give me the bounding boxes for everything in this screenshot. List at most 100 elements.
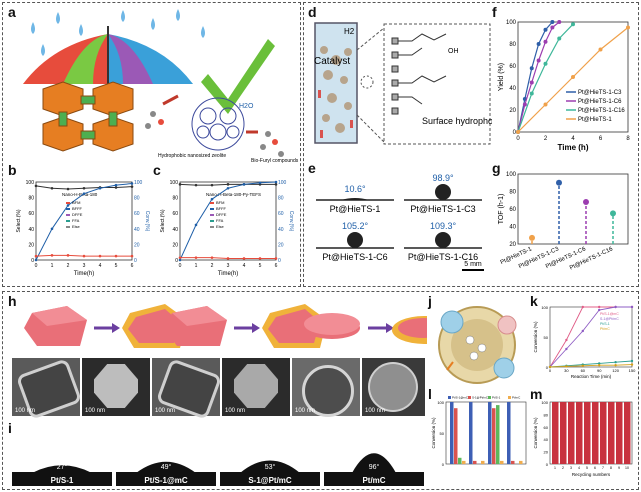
bar [592, 402, 599, 464]
y-tick-label: 50 [440, 431, 445, 436]
data-point [565, 365, 568, 368]
contact-angle-value: 96° [369, 463, 380, 471]
water-drop [435, 184, 451, 200]
y-tick-label: 0 [442, 462, 445, 467]
data-point [274, 183, 278, 186]
y2-tick-label: 0 [134, 258, 137, 264]
data-point [178, 183, 182, 186]
x-tick-label: 0 [549, 368, 552, 373]
legend-label: BFFF [72, 206, 83, 211]
y-tick-label: 60 [509, 64, 516, 70]
y-axis-label: Conversion (%) [533, 417, 538, 449]
plot-frame [549, 401, 633, 465]
tem-image: 100 nm [292, 358, 360, 417]
label-c: c [153, 162, 161, 178]
data-point [529, 234, 535, 241]
sample-name: Pt/mC [362, 476, 385, 485]
data-point [50, 227, 54, 231]
water-drop [341, 198, 369, 200]
catalyst-particles [320, 46, 352, 133]
bar [584, 402, 591, 464]
data-point [565, 347, 568, 351]
data-point [598, 364, 601, 367]
y-tick-label: 100 [26, 180, 35, 186]
legend-label: Pt@HieTS-1-C16 [578, 108, 625, 114]
label-d: d [308, 4, 317, 20]
x-tick-label: 0 [179, 263, 182, 269]
plot-frame [445, 401, 527, 465]
y2-tick-label: 60 [134, 211, 140, 217]
data-point [557, 20, 562, 24]
y-tick-label: 0 [546, 462, 549, 467]
bar [576, 402, 583, 464]
data-point [598, 305, 601, 309]
chart-title: Nano-H-Beta-180 [62, 192, 98, 197]
x-tick-label: 4 [243, 263, 246, 269]
data-point [630, 363, 634, 366]
data-point [82, 254, 86, 258]
x-tick-label: 60 [581, 368, 586, 373]
contact-angle-value: 10.6° [344, 184, 366, 194]
data-point [258, 257, 262, 260]
substrate [220, 472, 320, 486]
panel-d-illustration: Catalyst H2 OH Surface hydrophobization [314, 22, 492, 145]
x-tick-label: 10 [625, 466, 629, 470]
x-tick-label: 6 [131, 263, 134, 269]
molecule-icon [145, 111, 284, 157]
bar [500, 460, 504, 464]
data-point [614, 305, 617, 309]
panel-defg [303, 2, 639, 287]
data-point [626, 25, 630, 30]
label-l: l [428, 386, 432, 402]
data-point [529, 80, 534, 85]
x-tick-label: 4 [578, 466, 580, 470]
legend-label: Pt/mC [600, 327, 610, 331]
h2-label: H2 [344, 27, 355, 36]
legend-swatch [508, 396, 511, 399]
data-point [610, 210, 616, 217]
legend-swatch [210, 220, 214, 222]
y2-tick-label: 40 [134, 227, 140, 233]
y-tick-label: 100 [541, 400, 548, 405]
data-point [50, 186, 54, 190]
legend-swatch [210, 202, 214, 204]
substrate [324, 472, 424, 486]
data-point [66, 254, 70, 257]
legend-swatch [66, 214, 70, 216]
label-b: b [8, 162, 17, 178]
y-tick-label: 80 [544, 412, 549, 417]
legend-label: FFA [72, 218, 80, 223]
x-tick-label: 150 [629, 368, 636, 373]
data-point [543, 61, 548, 66]
label-e: e [308, 160, 316, 176]
bar [608, 402, 615, 464]
data-point [98, 186, 102, 190]
data-point [522, 102, 527, 107]
data-point [82, 186, 86, 190]
x-tick-label: 1 [554, 466, 556, 470]
plot-frame [35, 181, 133, 261]
nanosized-zeolite-icon [191, 97, 245, 151]
y-tick-label: 60 [28, 211, 34, 217]
x-tick-label: 1 [51, 263, 54, 269]
tem-image: 100 nm [82, 358, 150, 416]
x-tick-label: 3 [83, 263, 86, 269]
sample-name: Pt@HieTS-1-C16 [408, 252, 478, 262]
x-axis-label: Time(h) [74, 271, 94, 277]
bar [454, 408, 458, 464]
arrow-icon [162, 94, 179, 106]
label-i: i [8, 420, 12, 436]
y-tick-label: 0 [546, 365, 549, 370]
panel-h-shapes [24, 304, 427, 348]
y-tick-label: 100 [506, 20, 517, 26]
panel-i-contact-angles: 27° Pt/S-1 49° Pt/S-1@mC 53° S-1@Pt/mC 96° Pt/m… [12, 453, 424, 486]
water-drop [435, 232, 451, 248]
silane-chains [391, 33, 447, 115]
chart-m: 0 20 40 60 80 100 Conversion (%) Recycling numb… [533, 400, 633, 477]
y-tick-label: 0 [31, 258, 34, 264]
y2-tick-label: 80 [278, 196, 284, 202]
contact-angle-value: 53° [265, 463, 276, 471]
y-tick-label: 60 [509, 207, 516, 213]
legend-label: Pt/mC [512, 396, 521, 400]
